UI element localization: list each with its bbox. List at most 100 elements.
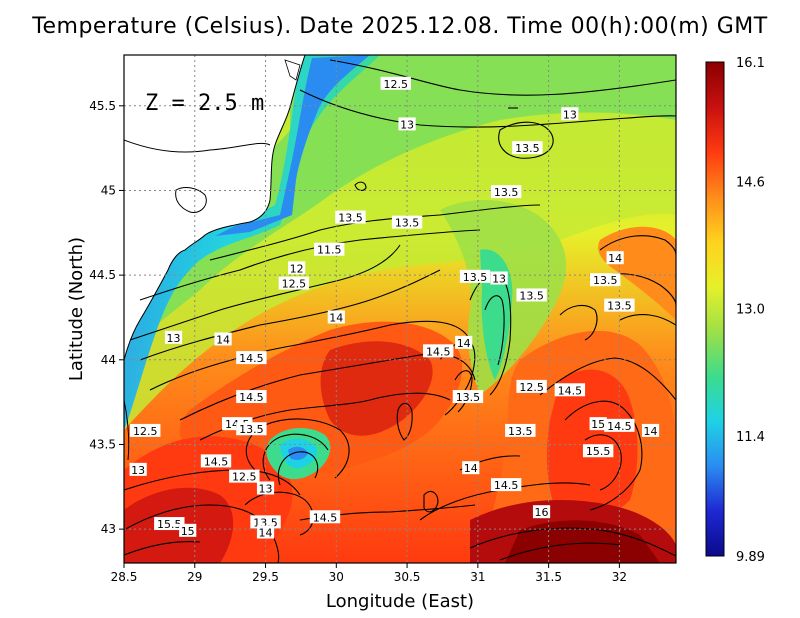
contour-label: 12 <box>288 261 306 275</box>
svg-text:13.5: 13.5 <box>607 300 632 313</box>
svg-text:14.5: 14.5 <box>313 511 338 524</box>
contour-label: 13 <box>129 462 147 477</box>
contour-label: 12.5 <box>229 469 260 484</box>
contour-label: 13.5 <box>391 215 423 230</box>
svg-text:14: 14 <box>329 311 343 324</box>
contour-label: 14.5 <box>236 390 267 404</box>
y-tick-label: 44 <box>101 353 116 367</box>
contour-label: 13.5 <box>452 390 484 404</box>
colorbar-labels: 16.1 14.6 13.0 11.4 9.89 <box>736 56 765 565</box>
svg-text:15: 15 <box>181 525 195 538</box>
contour-label: 13.5 <box>604 298 635 313</box>
svg-text:14.5: 14.5 <box>204 455 229 468</box>
contour-label: 15 <box>179 523 197 538</box>
contour-label: 13 <box>256 481 275 495</box>
x-tick-label: 30 <box>329 570 344 584</box>
svg-text:13.5: 13.5 <box>239 423 264 436</box>
contour-label: 13 <box>164 330 183 345</box>
contour-label: 13.5 <box>459 269 491 284</box>
contour-label: 15.5 <box>582 444 614 458</box>
contour-label: 13.5 <box>512 141 543 155</box>
svg-text:12: 12 <box>290 262 304 275</box>
contour-label: 12.5 <box>278 276 310 291</box>
contour-label: 14.5 <box>490 478 522 492</box>
svg-text:13.5: 13.5 <box>508 425 533 438</box>
svg-text:15: 15 <box>591 418 605 431</box>
x-tick-label: 29.5 <box>252 570 279 584</box>
contour-label: 12.5 <box>516 379 547 394</box>
contour-label: 14.5 <box>236 351 267 365</box>
contour-label: 14 <box>462 461 480 475</box>
y-tick-label: 45.5 <box>89 99 116 113</box>
svg-text:15.5: 15.5 <box>586 445 611 458</box>
svg-text:13: 13 <box>563 108 577 121</box>
svg-text:14: 14 <box>608 252 622 265</box>
x-tick-label: 31 <box>470 570 485 584</box>
colorbar <box>705 61 725 557</box>
colorbar-label: 16.1 <box>736 56 765 71</box>
colorbar-label: 11.4 <box>736 430 765 445</box>
x-tick-label: 29 <box>187 570 202 584</box>
svg-text:14.5: 14.5 <box>607 420 632 433</box>
svg-text:12.5: 12.5 <box>282 278 307 291</box>
svg-text:13: 13 <box>167 332 181 345</box>
svg-text:13.5: 13.5 <box>463 271 488 284</box>
colorbar-label: 9.89 <box>736 550 765 565</box>
colorbar-label: 14.6 <box>736 175 765 190</box>
depth-label: Z = 2.5 m <box>145 91 264 116</box>
y-tick-label: 43 <box>101 522 116 536</box>
svg-text:12.5: 12.5 <box>384 78 409 91</box>
colorbar-label: 13.0 <box>736 303 765 318</box>
contour-label: 13.5 <box>505 423 536 438</box>
y-tick-label: 45 <box>101 183 116 197</box>
svg-text:11.5: 11.5 <box>317 244 342 257</box>
svg-text:13.5: 13.5 <box>494 186 519 199</box>
contour-label: 13.5 <box>335 210 366 225</box>
contour-label: 12.5 <box>130 423 161 438</box>
svg-text:13: 13 <box>259 482 273 495</box>
contour-label: 13.5 <box>590 273 621 287</box>
contour-label: 13.5 <box>490 185 522 199</box>
contour-label: 14.5 <box>604 418 635 433</box>
contour-label: 14 <box>641 423 660 438</box>
svg-text:14: 14 <box>644 425 658 438</box>
contour-label: 13 <box>561 107 579 121</box>
svg-text:13.5: 13.5 <box>395 217 420 230</box>
svg-text:13: 13 <box>400 118 414 131</box>
svg-text:14.5: 14.5 <box>239 391 264 404</box>
contour-label: 14.5 <box>554 383 586 397</box>
contour-label: 14.5 <box>309 510 341 524</box>
graticule <box>124 55 676 563</box>
x-tick-label: 31.5 <box>535 570 562 584</box>
svg-text:13: 13 <box>131 464 145 477</box>
svg-text:12.5: 12.5 <box>232 471 257 484</box>
svg-text:13.5: 13.5 <box>593 274 618 287</box>
contour-label: 13.5 <box>516 288 547 302</box>
contour-label: 13 <box>398 117 416 131</box>
svg-text:13: 13 <box>492 273 506 286</box>
contour-label: 14.5 <box>200 454 232 468</box>
contour-label: 12.5 <box>380 76 411 91</box>
map-title: Temperature (Celsius). Date 2025.12.08. … <box>32 14 768 39</box>
contour-label: 14 <box>455 335 473 350</box>
contour-label: 14 <box>256 525 275 540</box>
x-tick-label: 30.5 <box>394 570 421 584</box>
contour-label: 16 <box>532 505 551 519</box>
x-axis-title: Longitude (East) <box>326 591 474 612</box>
contour-label: 15.5 <box>154 517 185 531</box>
y-tick-label: 43.5 <box>89 437 116 451</box>
svg-text:12.5: 12.5 <box>133 425 158 438</box>
svg-text:12.5: 12.5 <box>519 381 544 394</box>
y-axis-ticks: 45.5 45 44.5 44 43.5 43 <box>89 99 124 536</box>
svg-text:13.5: 13.5 <box>338 212 363 225</box>
contour-label: 14 <box>606 251 624 265</box>
svg-text:14: 14 <box>457 337 471 350</box>
contour-label: 14.5 <box>423 344 454 358</box>
svg-text:14.5: 14.5 <box>239 352 264 365</box>
contour-label: 13.5 <box>236 422 267 436</box>
contour-label: 13 <box>490 271 508 286</box>
y-tick-label: 44.5 <box>89 268 116 282</box>
x-tick-label: 32 <box>612 570 627 584</box>
